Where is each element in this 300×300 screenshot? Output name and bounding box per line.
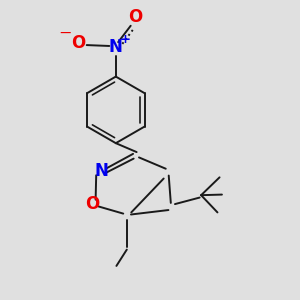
Text: N: N (94, 162, 108, 180)
Text: O: O (85, 195, 99, 213)
Text: −: − (58, 26, 71, 41)
Text: O: O (128, 8, 142, 26)
Text: +: + (120, 33, 131, 46)
Text: N: N (109, 38, 123, 56)
Text: O: O (70, 34, 85, 52)
